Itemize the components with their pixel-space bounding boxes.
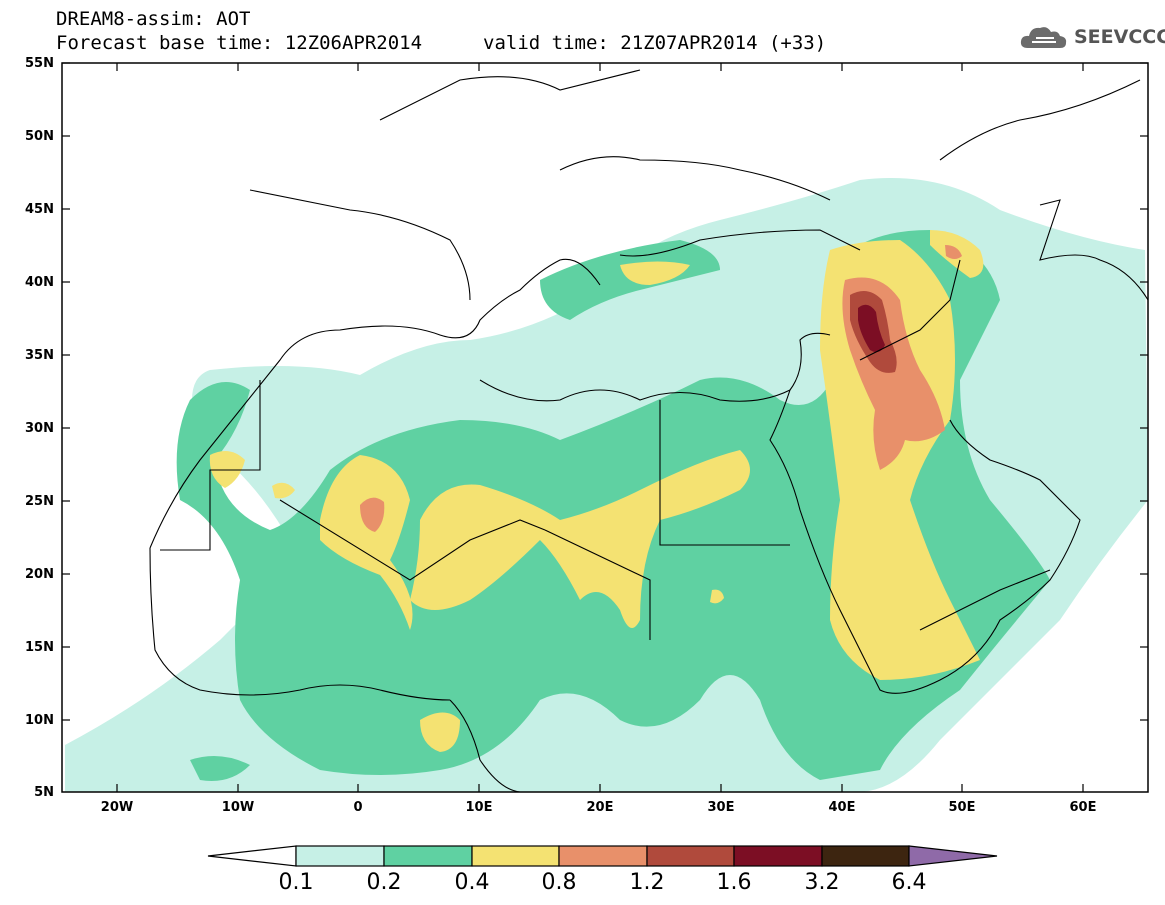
- lat-label: 25N: [25, 494, 54, 509]
- lon-label: 40E: [828, 800, 856, 815]
- colorbar-label: 0.4: [454, 870, 490, 895]
- colorbar-label: 0.1: [278, 870, 314, 895]
- lon-label: 10W: [221, 800, 255, 815]
- colorbar-arrow-high: [908, 845, 998, 867]
- lon-label: 50E: [948, 800, 976, 815]
- lon-label: 0: [353, 800, 363, 815]
- lon-label: 20W: [100, 800, 134, 815]
- lat-label: 10N: [25, 713, 54, 728]
- colorbar-bin-7: [821, 845, 910, 867]
- colorbar-label: 6.4: [891, 870, 927, 895]
- colorbar-label: 1.2: [629, 870, 665, 895]
- coastlines: [149, 69, 1148, 792]
- colorbar-label: 3.2: [804, 870, 840, 895]
- seevccc-logo: SEEVCCC: [1018, 22, 1165, 54]
- lon-label: 20E: [586, 800, 614, 815]
- forecast-base-time: Forecast base time: 12Z06APR2014: [56, 32, 423, 54]
- lat-label: 40N: [25, 275, 54, 290]
- colorbar-arrow-low: [207, 845, 297, 867]
- colorbar: [207, 845, 998, 867]
- logo-text: SEEVCCC: [1074, 26, 1165, 48]
- cloud-icon: [1020, 27, 1067, 48]
- lat-label: 5N: [34, 785, 54, 800]
- lon-label: 30E: [707, 800, 735, 815]
- lat-label: 55N: [25, 56, 54, 71]
- lon-label: 60E: [1069, 800, 1097, 815]
- valid-time: valid time: 21Z07APR2014 (+33): [483, 32, 827, 54]
- colorbar-label: 0.8: [541, 870, 577, 895]
- colorbar-bin-4: [558, 845, 648, 867]
- colorbar-bin-2: [383, 845, 473, 867]
- aot-level-1.6: [858, 304, 885, 353]
- colorbar-bin-3: [471, 845, 560, 867]
- colorbar-bin-5: [646, 845, 735, 867]
- colorbar-label: 1.6: [716, 870, 752, 895]
- lat-label: 30N: [25, 421, 54, 436]
- lat-label: 35N: [25, 348, 54, 363]
- lat-label: 15N: [25, 640, 54, 655]
- lon-label: 10E: [465, 800, 493, 815]
- colorbar-label: 0.2: [366, 870, 402, 895]
- colorbar-bin-6: [733, 845, 823, 867]
- lat-label: 50N: [25, 129, 54, 144]
- lat-label: 45N: [25, 202, 54, 217]
- lat-label: 20N: [25, 567, 54, 582]
- colorbar-bin-1: [295, 845, 385, 867]
- map-title: DREAM8-assim: AOT: [56, 8, 251, 30]
- aot-field: [62, 63, 1148, 792]
- axis-ticks: [62, 62, 1148, 792]
